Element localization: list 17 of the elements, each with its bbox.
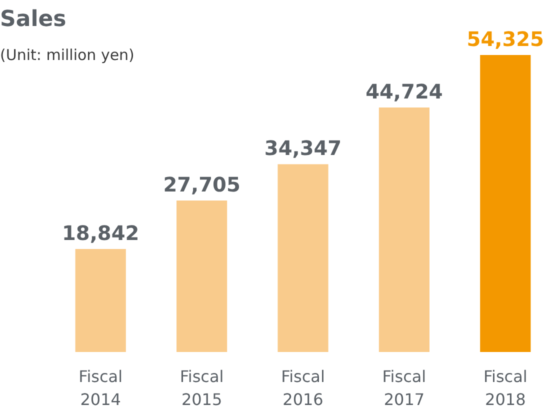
chart-subtitle: (Unit: million yen) (0, 46, 134, 64)
x-tick-label: Fiscal 2015 (180, 367, 224, 409)
bar (75, 248, 126, 352)
bar (480, 55, 531, 352)
x-tick-label: Fiscal 2014 (78, 367, 123, 409)
chart-title: Sales (0, 7, 66, 32)
x-tick-label: Fiscal 2017 (382, 367, 426, 409)
x-tick-label: Fiscal 2018 (483, 367, 528, 409)
data-label: 34,347 (264, 136, 342, 160)
data-label: 27,705 (163, 172, 240, 197)
bar (176, 200, 228, 352)
bar (278, 164, 328, 352)
x-tick-label: Fiscal 2016 (281, 367, 325, 409)
data-label: 18,842 (62, 220, 140, 245)
data-label: 54,325 (466, 27, 544, 51)
bar (378, 107, 430, 352)
data-label: 44,724 (366, 79, 443, 104)
